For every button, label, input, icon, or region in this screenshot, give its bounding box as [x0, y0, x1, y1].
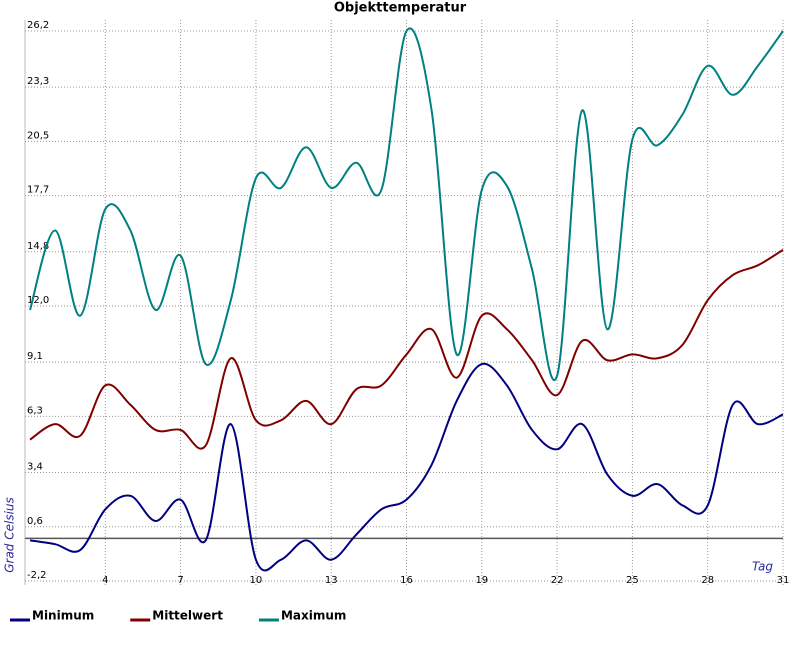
- legend-label: Maximum: [281, 609, 346, 623]
- line-series: [29, 27, 784, 381]
- x-tick-label: 4: [102, 575, 108, 586]
- y-axis-label: Grad Celsius: [3, 497, 17, 573]
- x-axis-label: Tag: [752, 560, 773, 574]
- y-tick-label: -2,2: [27, 570, 47, 581]
- x-tick-label: 19: [475, 575, 488, 586]
- x-tick-label: 16: [400, 575, 413, 586]
- legend-label: Mittelwert: [152, 609, 223, 623]
- chart-title: Objekttemperatur: [334, 1, 467, 16]
- line-series: [29, 248, 784, 450]
- legend-label: Minimum: [32, 609, 94, 623]
- y-tick-label: 20,5: [27, 130, 49, 141]
- x-tick-label: 25: [626, 575, 639, 586]
- y-tick-label: 17,7: [27, 185, 49, 196]
- y-tick-label: 6,3: [27, 405, 43, 416]
- x-tick-label: 28: [701, 575, 714, 586]
- y-tick-label: 14,8: [27, 241, 49, 252]
- y-tick-label: 23,3: [27, 76, 49, 87]
- y-tick-label: 3,4: [27, 462, 43, 473]
- y-tick-label: 0,6: [27, 516, 43, 527]
- x-tick-label: 31: [777, 575, 790, 586]
- y-tick-label: 26,2: [27, 20, 49, 31]
- line-series: [29, 362, 784, 572]
- y-tick-label: 9,1: [27, 351, 43, 362]
- x-tick-label: 22: [551, 575, 564, 586]
- y-tick-label: 12,0: [27, 295, 49, 306]
- x-tick-label: 7: [177, 575, 183, 586]
- x-tick-label: 10: [250, 575, 263, 586]
- x-tick-label: 13: [325, 575, 338, 586]
